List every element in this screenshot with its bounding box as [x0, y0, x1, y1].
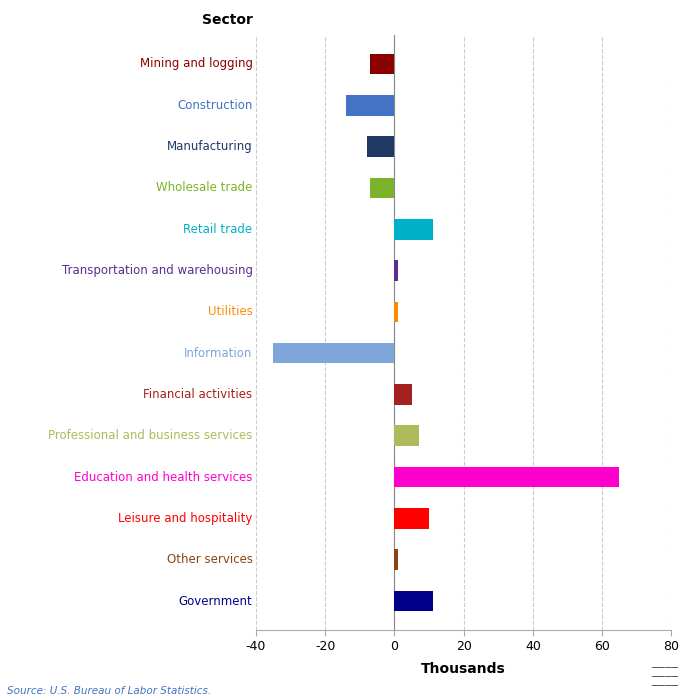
Text: Construction: Construction	[177, 99, 253, 112]
Text: Utilities: Utilities	[208, 305, 253, 318]
Text: Sector: Sector	[201, 13, 253, 27]
Text: Transportation and warehousing: Transportation and warehousing	[62, 264, 253, 277]
Text: Source: U.S. Bureau of Labor Statistics.: Source: U.S. Bureau of Labor Statistics.	[7, 687, 211, 696]
Text: ────: ────	[651, 680, 678, 690]
Bar	[370, 178, 394, 198]
Bar	[394, 384, 412, 405]
Bar	[394, 302, 398, 322]
Bar	[367, 136, 394, 157]
Text: Wholesale trade: Wholesale trade	[156, 181, 253, 195]
Bar	[370, 54, 394, 74]
Text: Retail trade: Retail trade	[183, 223, 253, 236]
Text: Information: Information	[184, 346, 253, 360]
Text: Financial activities: Financial activities	[143, 388, 253, 401]
Bar	[394, 260, 398, 281]
Bar	[394, 426, 419, 446]
Bar	[394, 591, 432, 611]
Text: Other services: Other services	[167, 553, 253, 566]
Text: Government: Government	[179, 594, 253, 608]
Bar	[394, 508, 429, 528]
Text: Mining and logging: Mining and logging	[140, 57, 253, 71]
X-axis label: Thousands: Thousands	[421, 662, 506, 676]
Text: Manufacturing: Manufacturing	[167, 140, 253, 153]
Text: Education and health services: Education and health services	[74, 470, 253, 484]
Text: Leisure and hospitality: Leisure and hospitality	[118, 512, 253, 525]
Bar	[394, 467, 619, 487]
Text: ────: ────	[651, 662, 678, 672]
Text: Professional and business services: Professional and business services	[48, 429, 253, 442]
Bar	[346, 95, 394, 116]
Text: ────: ────	[651, 671, 678, 681]
Bar	[394, 550, 398, 570]
Bar	[394, 219, 432, 239]
Bar	[273, 343, 394, 363]
